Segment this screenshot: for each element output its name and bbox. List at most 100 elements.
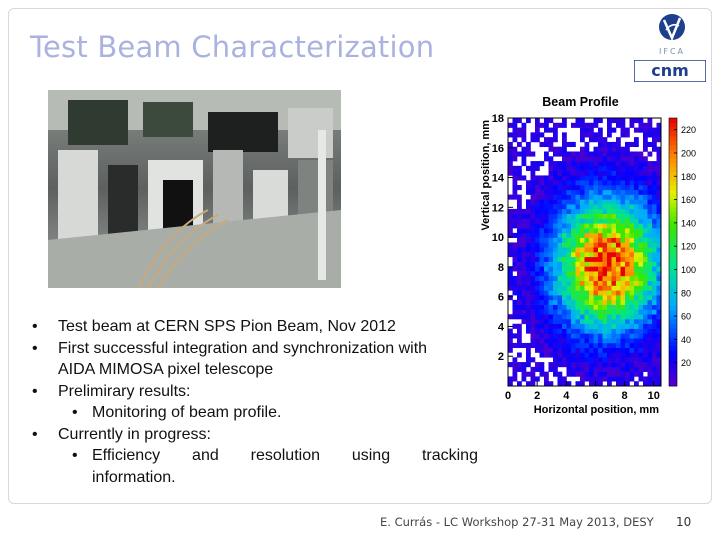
heatmap-cell [544, 185, 549, 191]
heatmap-cell [643, 285, 648, 291]
heatmap-cell [530, 132, 536, 138]
heatmap-cell [620, 204, 626, 210]
heatmap-cell [544, 122, 549, 128]
heatmap-cell [553, 304, 558, 310]
colorbar-segment [669, 189, 677, 195]
heatmap-cell [521, 132, 527, 138]
heatmap-cell [652, 242, 657, 248]
heatmap-cell [611, 204, 617, 210]
heatmap-cell [580, 304, 585, 310]
heatmap-cell [656, 165, 662, 171]
heatmap-cell [584, 199, 590, 205]
heatmap-cell [544, 118, 549, 124]
heatmap-cell [512, 242, 518, 248]
heatmap-cell [562, 304, 567, 310]
heatmap-cell [544, 247, 549, 253]
heatmap-cell [625, 156, 630, 162]
heatmap-cell [643, 261, 648, 267]
heatmap-cell [539, 247, 545, 253]
heatmap-cell [611, 285, 617, 291]
heatmap-cell [656, 328, 662, 334]
heatmap-cell [598, 199, 603, 205]
heatmap-cell [562, 213, 567, 219]
heatmap-cell [620, 180, 626, 186]
heatmap-cell [544, 175, 549, 181]
heatmap-cell [589, 137, 594, 143]
heatmap-cell [535, 122, 540, 128]
colorbar-segment [669, 332, 677, 338]
heatmap-cell [521, 275, 527, 282]
heatmap-cell [652, 204, 657, 210]
heatmap-cell [616, 252, 621, 258]
heatmap-cell [575, 232, 581, 238]
heatmap-cell [517, 338, 522, 344]
heatmap-cell [652, 247, 657, 253]
heatmap-cell [571, 252, 576, 258]
heatmap-cell [625, 185, 630, 191]
heatmap-cell [620, 199, 626, 205]
heatmap-cell [512, 232, 518, 238]
heatmap-cell [589, 228, 594, 234]
heatmap-cell [562, 232, 567, 238]
heatmap-cell [602, 285, 608, 291]
heatmap-cell [553, 266, 558, 272]
heatmap-cell [593, 357, 599, 363]
heatmap-cell [566, 333, 572, 339]
heatmap-cell [638, 347, 644, 353]
heatmap-cell [530, 165, 536, 171]
heatmap-cell [629, 252, 635, 258]
heatmap-cell [557, 314, 563, 320]
heatmap-cell [548, 161, 554, 167]
heatmap-cell [652, 223, 657, 229]
heatmap-cell [598, 342, 603, 349]
heatmap-cell [602, 319, 608, 325]
heatmap-cell [602, 156, 608, 162]
heatmap-cell [575, 151, 581, 157]
heatmap-cell [544, 371, 549, 377]
y-tick-label: 14 [492, 173, 505, 185]
heatmap-cell [557, 165, 563, 171]
heatmap-cell [611, 252, 617, 258]
x-tick-label: 10 [648, 390, 660, 402]
heatmap-cell [589, 275, 594, 282]
heatmap-cell [643, 376, 648, 382]
heatmap-cell [571, 189, 576, 195]
heatmap-cell [566, 218, 572, 224]
heatmap-cell [512, 208, 518, 215]
heatmap-cell [620, 271, 626, 277]
heatmap-cell [544, 323, 549, 329]
heatmap-cell [512, 261, 518, 267]
heatmap-cell [629, 352, 635, 358]
heatmap-cell [562, 295, 567, 301]
heatmap-cell [629, 170, 635, 176]
heatmap-cell [548, 170, 554, 176]
heatmap-cell [557, 323, 563, 329]
heatmap-cell [517, 185, 522, 191]
heatmap-cell [638, 161, 644, 167]
heatmap-cell [584, 352, 590, 358]
heatmap-cell [584, 261, 590, 267]
heatmap-cell [598, 247, 603, 253]
heatmap-cell [544, 242, 549, 248]
heatmap-cell [580, 189, 585, 195]
heatmap-cell [566, 204, 572, 210]
heatmap-cell [535, 199, 540, 205]
heatmap-cell [584, 218, 590, 224]
heatmap-cell [548, 208, 554, 215]
heatmap-cell [584, 161, 590, 167]
heatmap-cell [593, 161, 599, 167]
heatmap-cell [625, 247, 630, 253]
heatmap-cell [557, 338, 563, 344]
heatmap-cell [512, 175, 518, 181]
heatmap-cell [607, 180, 612, 186]
heatmap-cell [512, 252, 518, 258]
heatmap-cell [634, 137, 639, 143]
heatmap-cell [602, 299, 608, 305]
heatmap-cell [616, 357, 621, 363]
heatmap-cell [580, 309, 585, 315]
y-tick-label: 10 [492, 232, 504, 244]
heatmap-cell [535, 252, 540, 258]
heatmap-cell [535, 290, 540, 296]
heatmap-cell [562, 338, 567, 344]
heatmap-cell [526, 118, 531, 124]
